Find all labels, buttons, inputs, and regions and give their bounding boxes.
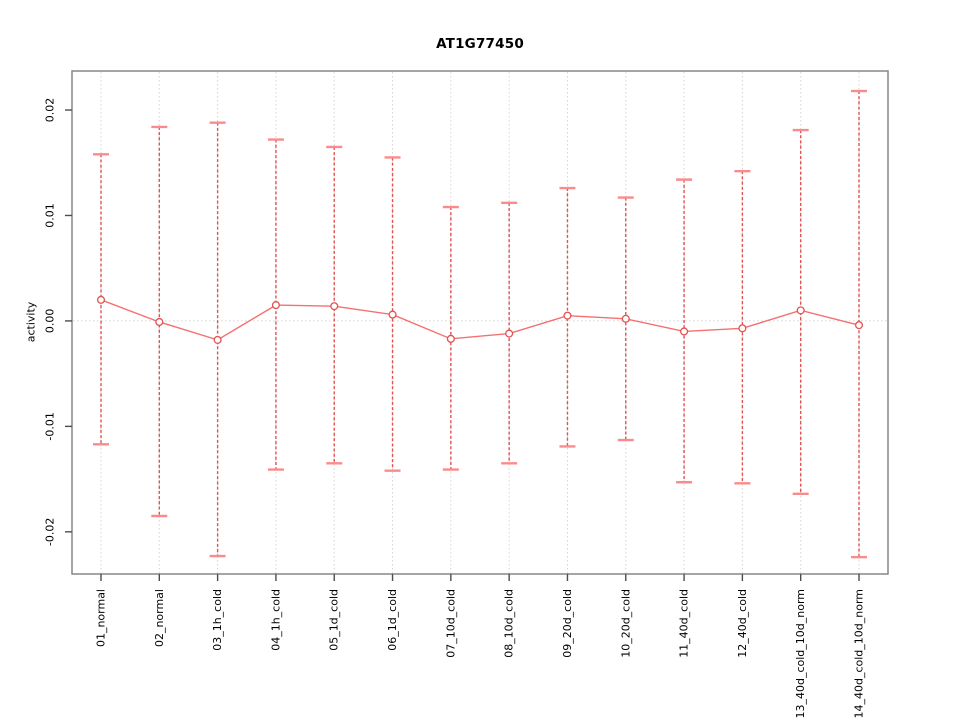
data-point-marker <box>738 324 747 333</box>
chart-title: AT1G77450 <box>436 36 524 52</box>
data-point-marker <box>505 329 514 338</box>
x-tick-label: 04_1h_cold <box>269 589 282 651</box>
y-tick-label: 0.02 <box>44 98 57 123</box>
data-point-marker <box>621 314 630 323</box>
data-point-marker <box>854 321 864 330</box>
series-line <box>100 299 860 341</box>
x-tick-label: 12_40d_cold <box>736 589 749 658</box>
y-tick-label: -0.01 <box>44 412 57 440</box>
data-point-marker <box>96 295 106 304</box>
x-tick-label: 06_1d_cold <box>386 589 399 651</box>
x-tick-label: 03_1h_cold <box>211 589 224 651</box>
x-tick-label: 07_10d_cold <box>444 589 457 658</box>
plot-frame <box>71 70 889 575</box>
y-tick-label: 0.01 <box>44 203 57 228</box>
data-point-marker <box>446 334 455 343</box>
data-point-marker <box>330 302 339 311</box>
x-tick-label: 08_10d_cold <box>503 589 516 658</box>
data-point-marker <box>155 317 164 327</box>
data-point-marker <box>388 310 397 319</box>
y-tick-label: -0.02 <box>44 518 57 546</box>
x-tick-label: 01_normal <box>95 589 108 647</box>
data-point-marker <box>271 301 280 310</box>
x-tick-label: 10_20d_cold <box>619 589 632 658</box>
y-axis-title: activity <box>24 301 38 343</box>
y-tick-label: 0.00 <box>44 309 57 334</box>
x-tick-label: 14_40d_cold_10d_norm <box>853 589 866 719</box>
x-tick-label: 11_40d_cold <box>678 589 691 658</box>
x-tick-label: 09_20d_cold <box>561 589 574 658</box>
x-tick-label: 13_40d_cold_10d_norm <box>794 589 807 719</box>
x-tick-label: 02_normal <box>153 589 166 647</box>
data-point-marker <box>680 327 689 336</box>
data-point-marker <box>213 335 222 344</box>
x-tick-label: 05_1d_cold <box>328 589 341 651</box>
data-point-marker <box>563 311 572 320</box>
data-point-marker <box>796 306 805 315</box>
